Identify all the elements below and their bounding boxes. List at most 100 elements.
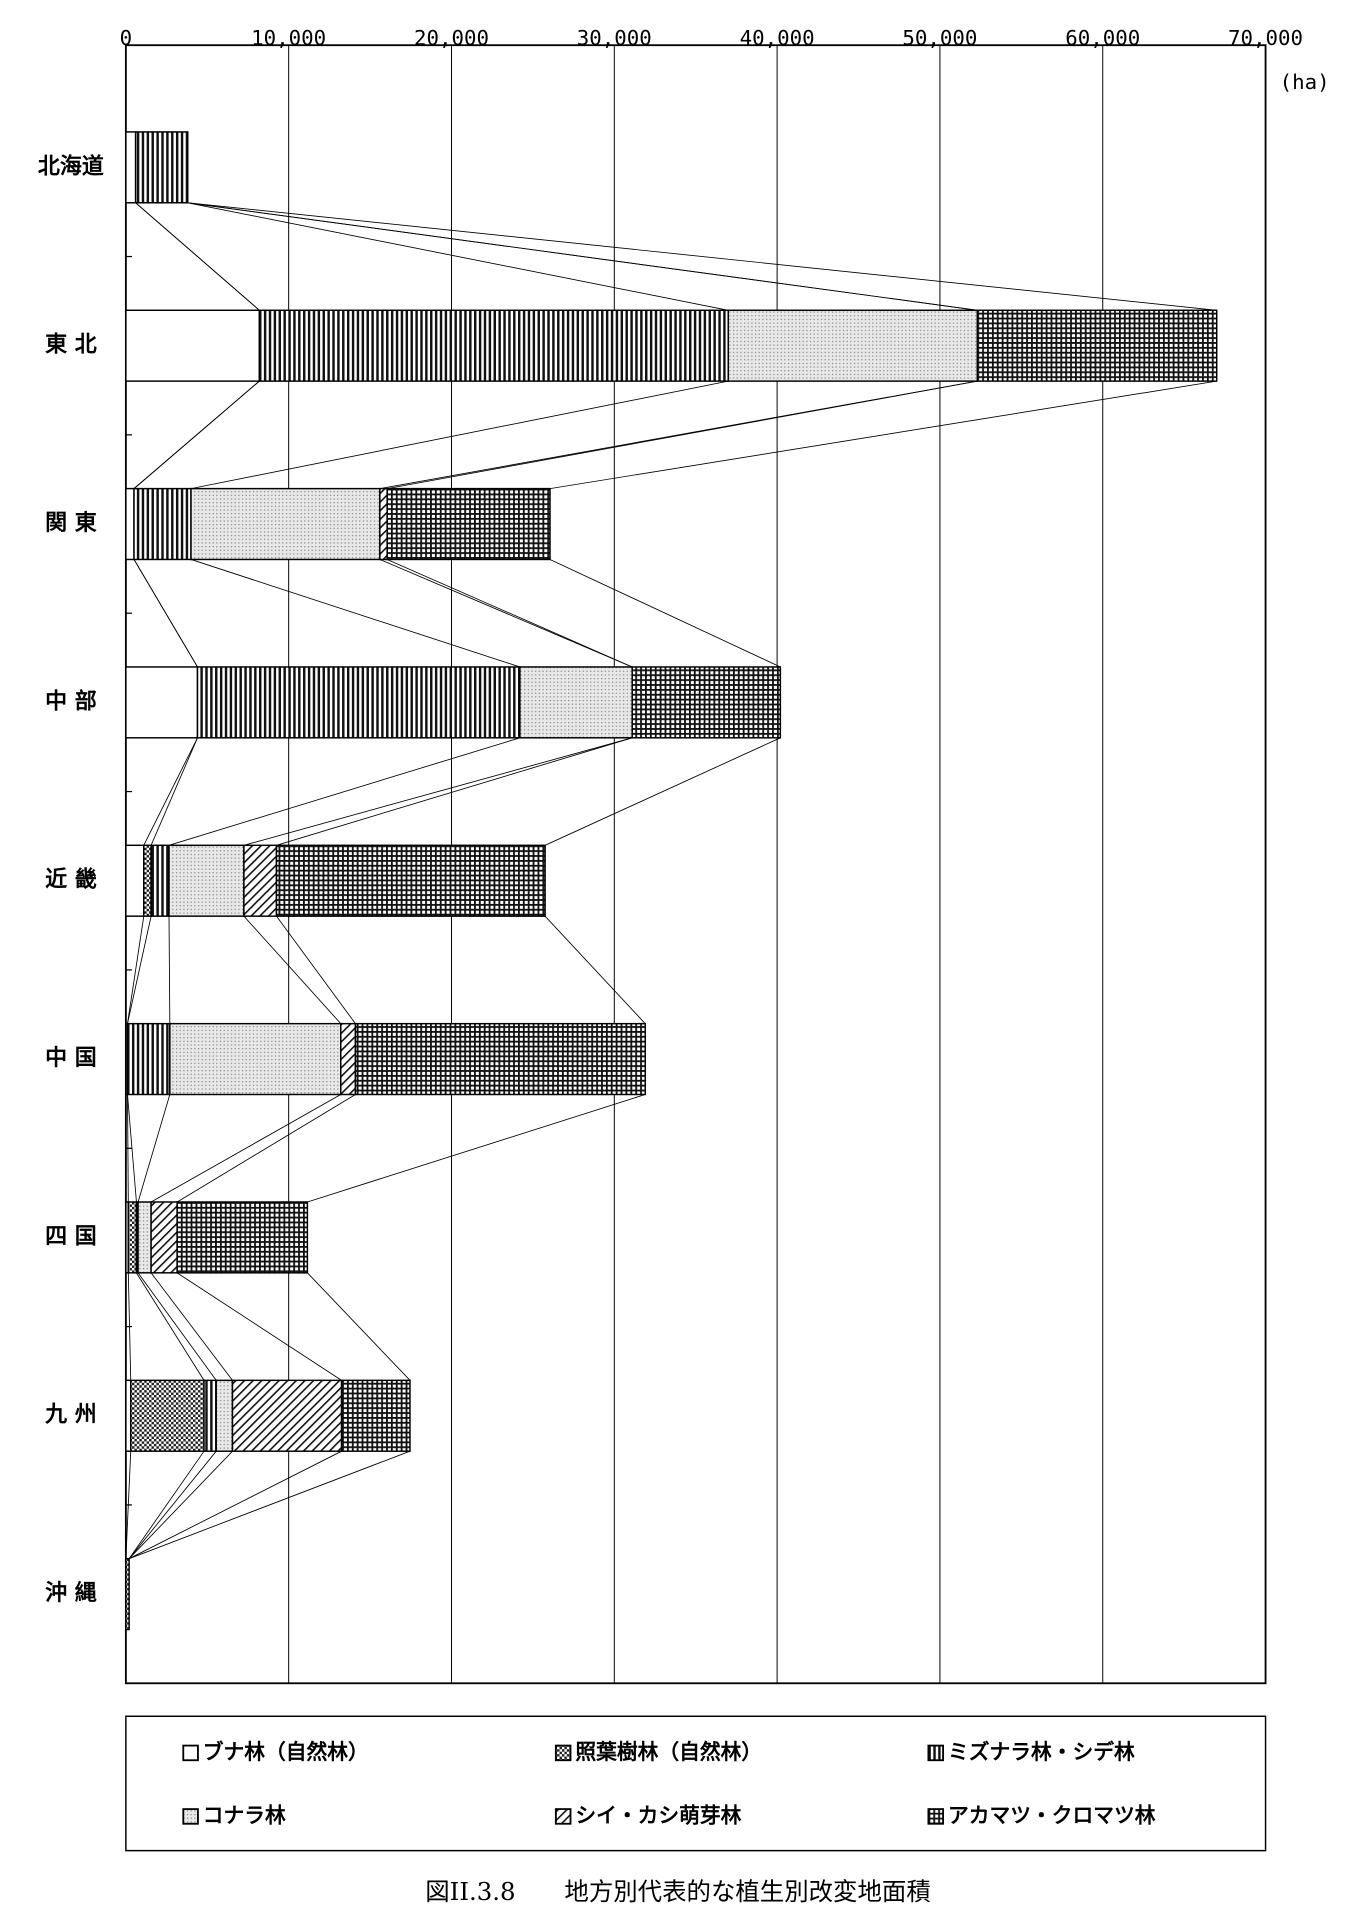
bar-segment [126, 1022, 171, 1096]
connector-line [243, 737, 633, 846]
connector-line [544, 737, 781, 846]
connector-line [128, 1450, 205, 1559]
bar-segment [150, 844, 170, 917]
connector-line [137, 1094, 171, 1203]
connector-line [137, 1272, 217, 1381]
bar-segment [125, 1557, 130, 1631]
connector-line [135, 202, 260, 311]
connector-line [387, 380, 978, 490]
legend-marker [182, 1744, 199, 1762]
legend-marker [554, 1744, 572, 1762]
connector-line [307, 1094, 646, 1203]
y-tick-label: 関 東 [45, 511, 97, 536]
connector-line [544, 915, 646, 1024]
y-tick-label: 近 畿 [45, 867, 97, 893]
legend-label: シイ・カシ萌芽林 [575, 1803, 741, 1827]
bar-segment [125, 666, 199, 739]
bar-segment [169, 1022, 342, 1096]
legend-box [125, 1715, 1267, 1852]
legend-marker [927, 1808, 944, 1825]
bar-segment [976, 309, 1218, 382]
legend-label: ミズナラ林・シデ林 [948, 1740, 1135, 1764]
y-tick-label: 四 国 [45, 1224, 97, 1249]
connector-line [187, 202, 729, 311]
bar-segment [134, 131, 189, 204]
legend-label: ブナ林（自然林） [203, 1740, 369, 1764]
connector-line [127, 916, 145, 1024]
bar-segment [340, 1379, 411, 1452]
connector-line [387, 559, 633, 668]
legend-label: 照葉樹林（自然林） [575, 1740, 762, 1764]
connector-line [128, 1450, 411, 1560]
bar-segment [379, 487, 388, 561]
y-tick-label: 九 州 [44, 1403, 97, 1428]
x-axis-label: (ha) [1280, 70, 1330, 94]
connector-line [128, 1450, 217, 1559]
bar-segment [215, 1379, 234, 1452]
bar-segment [519, 666, 633, 739]
bar-segment [125, 309, 261, 382]
connector-line [379, 559, 633, 668]
connector-line [136, 1272, 205, 1381]
connector-line [127, 916, 152, 1024]
connector-line [143, 737, 198, 846]
connector-line [128, 1450, 233, 1559]
connector-line [276, 915, 356, 1024]
bar-segment [127, 1201, 138, 1274]
connector-line [150, 1272, 233, 1381]
connector-line [276, 737, 633, 846]
bar-segment [130, 1379, 205, 1452]
y-tick-label: 東 北 [45, 333, 97, 358]
connector-line [176, 1272, 342, 1381]
connector-line [187, 202, 978, 311]
connector-line [133, 559, 198, 668]
bar-segment [150, 1201, 178, 1274]
bar-segment [125, 131, 137, 204]
connector-line [549, 559, 781, 668]
connector-line [549, 380, 1217, 490]
y-tick-label: 中 国 [45, 1046, 97, 1071]
bar-segment [354, 1022, 646, 1096]
bar-segment [275, 844, 546, 917]
connector-line [168, 916, 171, 1024]
connector-line [307, 1272, 411, 1381]
bar-segment [143, 844, 152, 917]
bar-segment [727, 309, 979, 382]
bar-segment [125, 844, 145, 917]
connector-line [150, 737, 198, 846]
bar-segment [168, 844, 245, 917]
bar-segment [190, 487, 381, 561]
bar-segment [176, 1201, 309, 1274]
legend-marker [554, 1808, 572, 1825]
chart-title: 図II.3.8 地方別代表的な植生別改変地面積 [425, 1877, 930, 1906]
bar-segment [196, 666, 521, 739]
bar-segment [203, 1379, 217, 1452]
bar-segment [340, 1022, 357, 1096]
legend-label: コナラ林 [203, 1803, 286, 1827]
bar-segment [133, 487, 192, 561]
connector-line [168, 737, 520, 846]
legend-marker [182, 1808, 199, 1825]
connector-line [190, 380, 729, 490]
connector-line [128, 1450, 342, 1560]
bar-segment [243, 844, 278, 917]
legend-marker [927, 1744, 944, 1762]
x-tick-label: 0 [120, 26, 132, 50]
bar-segment [137, 1201, 152, 1274]
y-tick-label: 沖 縄 [45, 1581, 97, 1606]
y-tick-label: 中 部 [45, 688, 97, 714]
bar-segment [125, 487, 135, 561]
bar-segment [386, 487, 551, 561]
bar-segment [631, 666, 782, 739]
bar-segment [231, 1379, 343, 1452]
connector-line [190, 559, 521, 668]
connector-line [243, 915, 342, 1024]
connector-line [187, 202, 1217, 311]
y-tick-label: 北海道 [38, 153, 104, 179]
connector-line [176, 1094, 356, 1203]
connector-line [150, 1094, 341, 1203]
legend-label: アカマツ・クロマツ林 [948, 1803, 1156, 1827]
bar-segment [258, 309, 730, 382]
